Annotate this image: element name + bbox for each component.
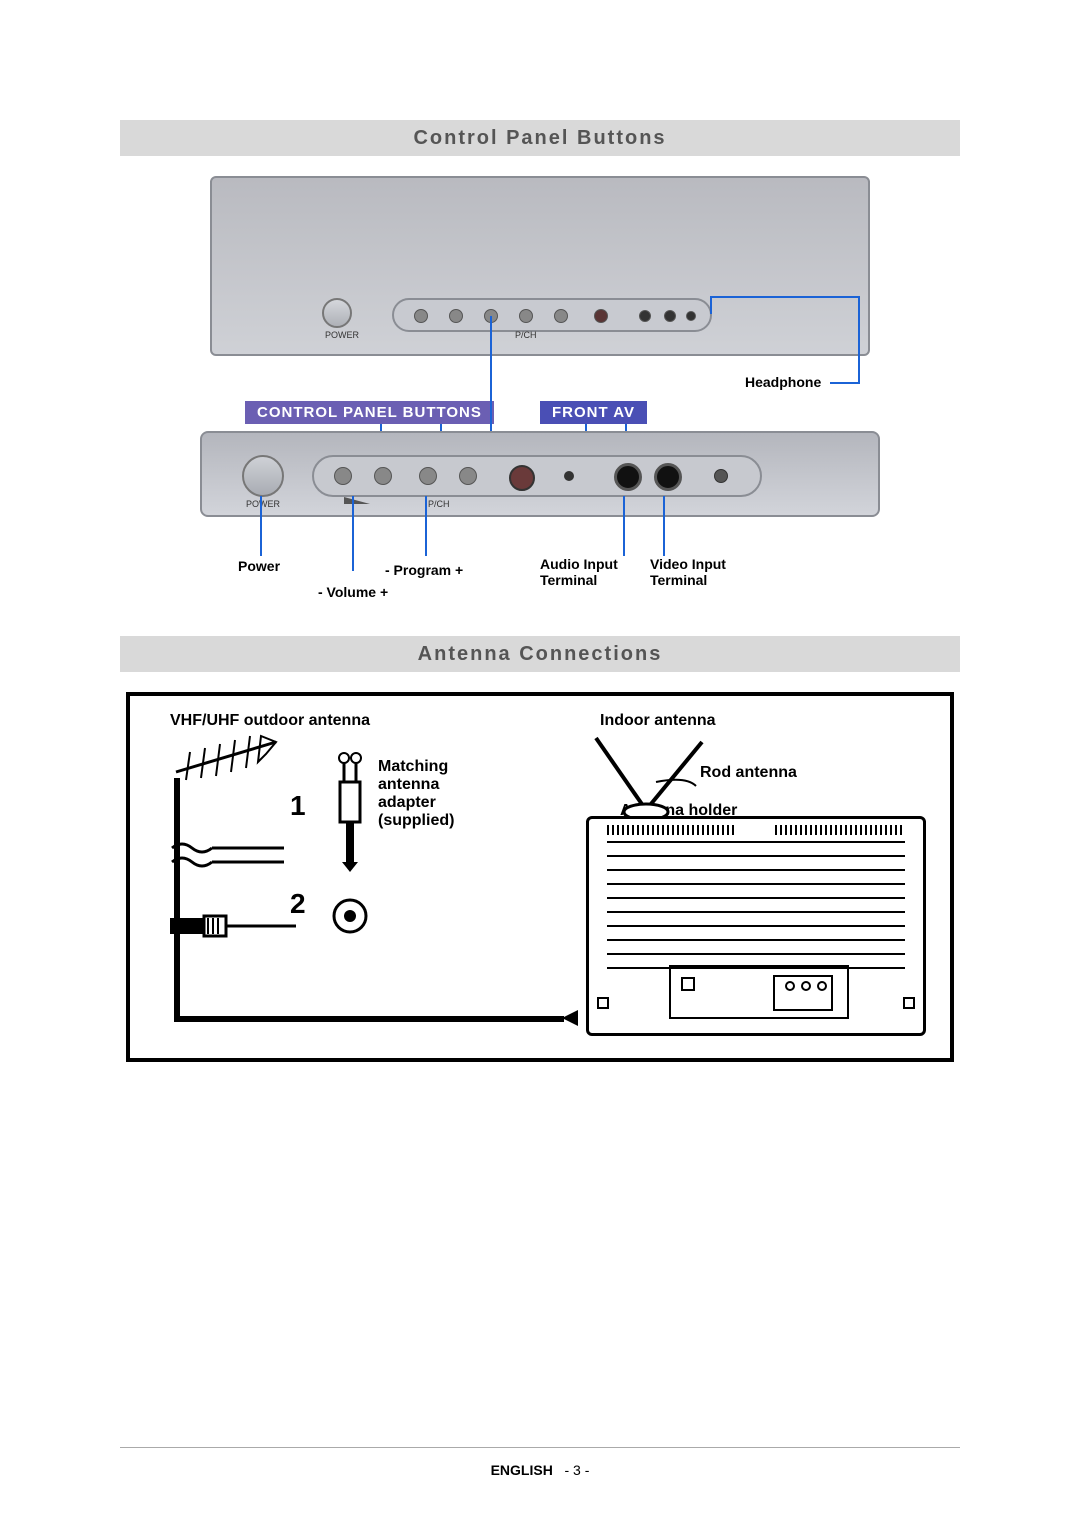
- label-volume: - Volume +: [318, 584, 388, 600]
- power-button-icon: [242, 455, 284, 497]
- label-power: Power: [238, 558, 280, 574]
- section-header-control-panel: Control Panel Buttons: [120, 120, 960, 156]
- footer-language: ENGLISH: [491, 1462, 553, 1478]
- label-headphone: Headphone: [745, 374, 821, 390]
- pch-tiny-label-upper: P/CH: [515, 330, 537, 340]
- detail-panel-strip: POWER P/CH: [200, 431, 880, 517]
- rabbit-ears-icon: [586, 732, 706, 822]
- label-adapter-2: antenna: [378, 776, 439, 794]
- step-number-1: 1: [290, 790, 306, 822]
- label-indoor-antenna: Indoor antenna: [600, 712, 716, 730]
- power-tiny-label-upper: POWER: [325, 330, 359, 340]
- label-program: - Program +: [385, 562, 463, 578]
- label-vhf-uhf: VHF/UHF outdoor antenna: [170, 712, 370, 730]
- tv-front-body: POWER P/CH: [210, 176, 870, 356]
- twin-lead-cable-icon: [168, 836, 288, 876]
- figure-antenna-connections: VHF/UHF outdoor antenna Indoor antenna R…: [126, 692, 954, 1062]
- footer-rule: [120, 1447, 960, 1448]
- section-header-antenna: Antenna Connections: [120, 636, 960, 672]
- page: Control Panel Buttons POWER P/CH H: [0, 0, 1080, 1528]
- label-video-input: Video Input Terminal: [650, 556, 726, 588]
- power-tiny-label: POWER: [246, 499, 280, 509]
- pill-control-panel-buttons: CONTROL PANEL BUTTONS: [245, 401, 494, 424]
- coax-plug-icon: [168, 912, 298, 940]
- figure-control-panel: POWER P/CH Headphone CONTROL PANEL BUTTO…: [120, 176, 960, 636]
- label-adapter-1: Matching: [378, 758, 448, 776]
- page-footer: ENGLISH - 3 -: [0, 1462, 1080, 1478]
- coax-socket-icon: [330, 896, 370, 936]
- pill-front-av: FRONT AV: [540, 401, 647, 424]
- yagi-antenna-icon: [166, 732, 286, 782]
- matching-adapter-icon: [326, 752, 374, 872]
- label-adapter-4: (supplied): [378, 812, 454, 830]
- figure-antenna-connections-wrap: VHF/UHF outdoor antenna Indoor antenna R…: [120, 692, 960, 1062]
- tv-back-icon: [586, 816, 926, 1036]
- label-audio-input: Audio Input Terminal: [540, 556, 618, 588]
- footer-page-number: - 3 -: [565, 1462, 590, 1478]
- label-adapter-3: adapter: [378, 794, 436, 812]
- pch-tiny-label: P/CH: [428, 499, 450, 509]
- label-rod-antenna: Rod antenna: [700, 764, 797, 782]
